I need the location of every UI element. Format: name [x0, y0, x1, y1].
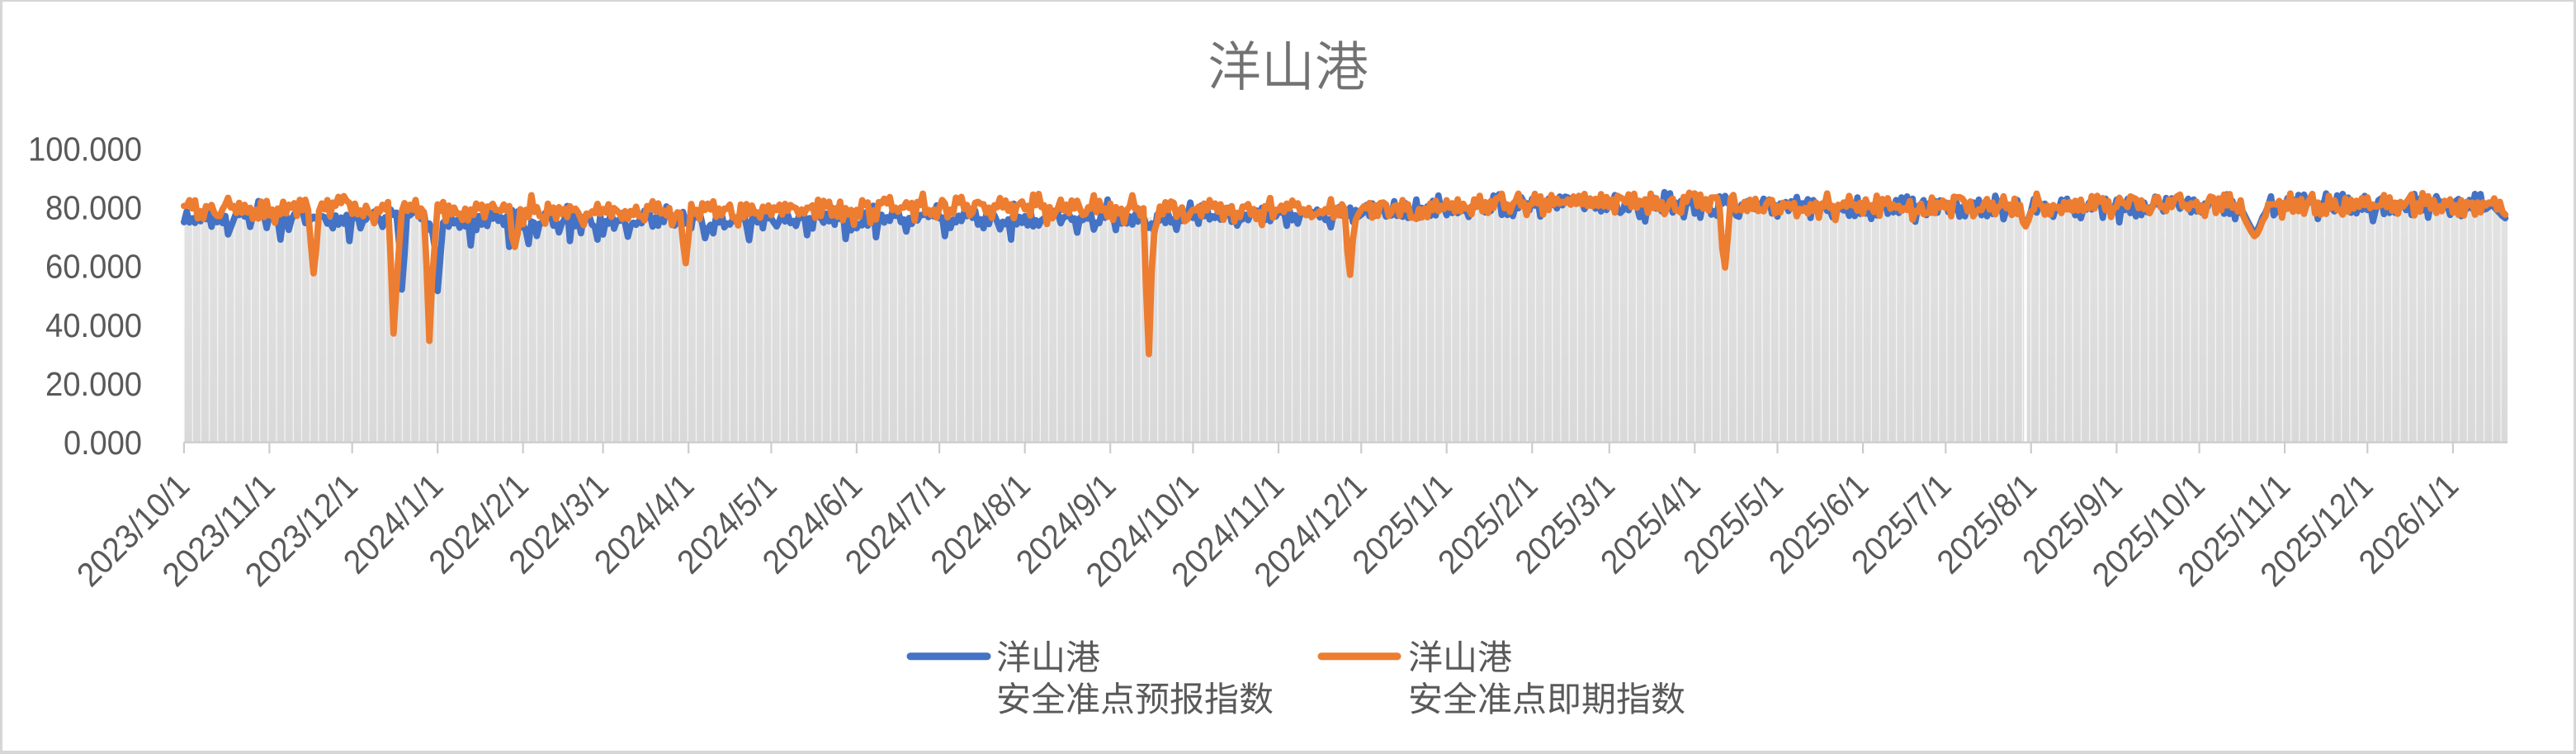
svg-text:100.000: 100.000	[28, 130, 142, 168]
svg-text:80.000: 80.000	[45, 189, 142, 227]
svg-text:20.000: 20.000	[45, 365, 142, 403]
svg-text:60.000: 60.000	[45, 248, 142, 286]
svg-text:40.000: 40.000	[45, 306, 142, 344]
svg-text:0.000: 0.000	[64, 424, 142, 462]
